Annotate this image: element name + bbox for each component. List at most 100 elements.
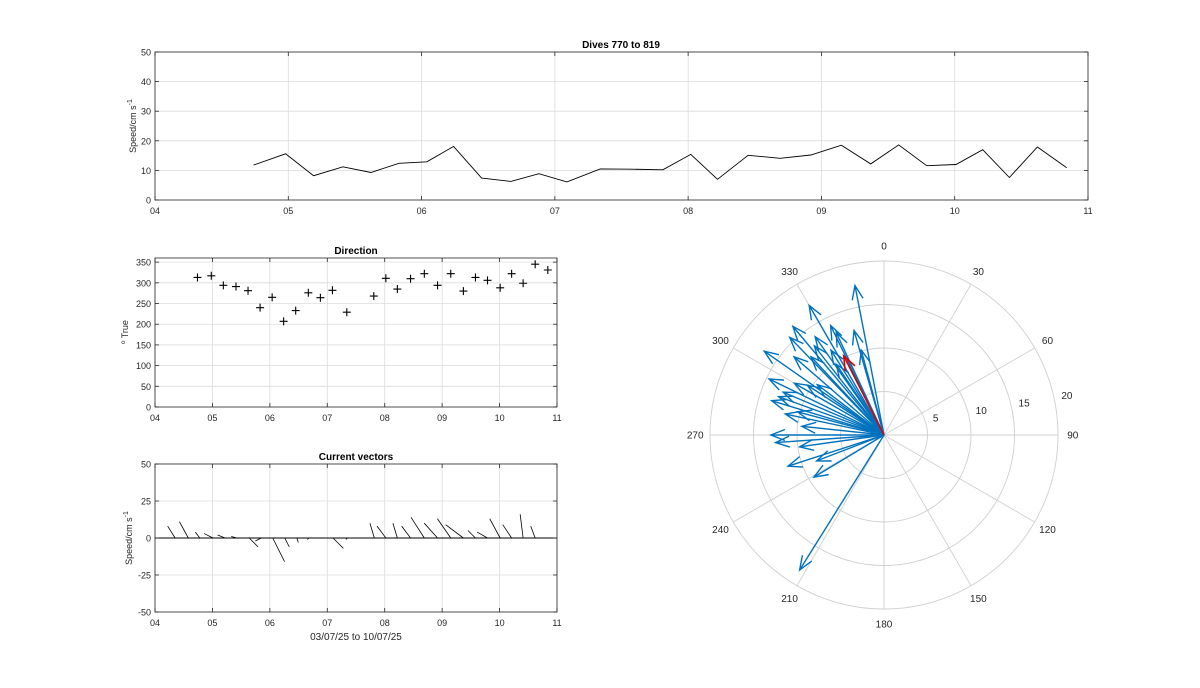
polar-vector-arrow bbox=[768, 428, 884, 442]
vectors-xtick-label: 06 bbox=[265, 618, 275, 628]
polar-vector-arrow bbox=[762, 350, 885, 436]
polar-vector-arrow bbox=[798, 434, 885, 572]
direction-marker bbox=[316, 293, 325, 302]
speed-ytick-label: 10 bbox=[141, 166, 151, 176]
speed-xtick-label: 04 bbox=[150, 206, 160, 216]
vectors-ytick-label: -25 bbox=[138, 571, 151, 581]
polar-mean-arrow-head bbox=[842, 353, 856, 371]
direction-marker bbox=[471, 273, 480, 282]
direction-xtick-label: 10 bbox=[495, 413, 505, 423]
polar-vector-arrow-head bbox=[813, 344, 828, 361]
polar-angle-label: 60 bbox=[1042, 336, 1054, 347]
polar-vector-arrow-head bbox=[799, 421, 817, 434]
direction-xtick-label: 05 bbox=[207, 413, 217, 423]
speed-xtick-label: 10 bbox=[950, 206, 960, 216]
polar-vector-arrow-shaft bbox=[816, 384, 885, 436]
direction-xtick-label: 11 bbox=[552, 413, 561, 423]
vector-stick bbox=[248, 537, 259, 548]
speed-ytick-label: 20 bbox=[141, 136, 151, 146]
speed-axes: 04 05 06 07 08 09 10 11 0 10 20 30 40 50 Dives 770 to… bbox=[127, 40, 1093, 216]
vectors-xtick-label: 05 bbox=[207, 618, 217, 628]
polar-axes: 0 30 60 90 120 150 180 210 240 270 300 330 5 10 15 20 bbox=[687, 242, 1079, 631]
polar-vector-arrow bbox=[809, 355, 885, 436]
polar-angle-label: 330 bbox=[781, 267, 798, 278]
speed-ylabel: Speed/cm s-1 bbox=[127, 99, 138, 153]
polar-vector-arrow-shaft bbox=[793, 382, 885, 436]
speed-plot-area bbox=[155, 52, 1088, 200]
direction-xtick-label: 06 bbox=[265, 413, 275, 423]
vectors-ytick-label: 0 bbox=[146, 534, 151, 544]
direction-marker bbox=[519, 279, 528, 288]
polar-angle-label: 210 bbox=[781, 594, 798, 605]
direction-ticks: 04 05 06 07 08 09 10 11 0 50 100 150 200 250 300 350 bbox=[136, 258, 562, 423]
polar-vector-arrow-head bbox=[809, 355, 825, 371]
direction-xtick-label: 09 bbox=[437, 413, 447, 423]
polar-vector-arrow-shaft bbox=[813, 434, 885, 478]
vector-stick bbox=[369, 523, 375, 539]
vectors-xtick-label: 07 bbox=[322, 618, 332, 628]
direction-gridlines bbox=[154, 258, 558, 408]
direction-marker bbox=[256, 303, 265, 312]
polar-vector-arrow-head bbox=[851, 283, 864, 301]
speed-xtick-label: 09 bbox=[816, 206, 826, 216]
vector-stick bbox=[231, 536, 238, 539]
vectors-ytick-label: 25 bbox=[141, 497, 151, 507]
polar-vector-arrow bbox=[799, 421, 885, 436]
polar-vector-arrow-head bbox=[814, 450, 832, 462]
polar-vector-arrow bbox=[858, 348, 885, 436]
speed-axes-box bbox=[154, 51, 1089, 201]
vectors-ticks: 04 05 06 07 08 09 10 11 -50 -25 0 25 50 bbox=[138, 460, 562, 629]
polar-vector-arrow-shaft bbox=[835, 363, 885, 436]
polar-angle-label: 150 bbox=[970, 594, 987, 605]
direction-ytick-label: 300 bbox=[136, 278, 151, 288]
polar-vector-arrow-head bbox=[792, 355, 809, 371]
vector-stick bbox=[410, 517, 425, 539]
vectors-ylabel-text: Speed/cm s bbox=[124, 517, 134, 565]
direction-marker bbox=[304, 288, 313, 297]
speed-ytick-label: 40 bbox=[141, 77, 151, 87]
polar-vector-arrow-head bbox=[798, 555, 813, 572]
speed-ytick-label: 0 bbox=[146, 196, 151, 206]
vector-stick bbox=[272, 537, 285, 562]
direction-marker bbox=[279, 317, 288, 326]
direction-marker bbox=[531, 260, 540, 269]
direction-ytick-label: 200 bbox=[136, 320, 151, 330]
polar-angle-label: 90 bbox=[1067, 431, 1079, 442]
direction-marker bbox=[291, 306, 300, 315]
polar-labels: 0 30 60 90 120 150 180 210 240 270 300 330 5 10 15 20 bbox=[687, 242, 1079, 631]
polar-vector-arrow bbox=[783, 410, 885, 436]
polar-vector-arrow-shaft bbox=[801, 425, 885, 436]
polar-vector-arrow-head bbox=[835, 330, 848, 348]
polar-vector-arrow-shaft bbox=[810, 356, 885, 436]
polar-mean-arrow-shaft bbox=[843, 355, 885, 436]
direction-marker bbox=[496, 283, 505, 292]
speed-xtick-label: 08 bbox=[683, 206, 693, 216]
polar-vector-arrow-head bbox=[781, 391, 799, 404]
polar-ring bbox=[709, 260, 1059, 610]
polar-vector-arrow bbox=[767, 378, 885, 436]
polar-vector-arrow-head bbox=[786, 456, 804, 468]
direction-marker bbox=[342, 308, 351, 317]
direction-ytick-label: 150 bbox=[136, 340, 151, 350]
polar-mean-arrow bbox=[842, 353, 885, 436]
polar-vector-arrow-shaft bbox=[807, 384, 885, 436]
speed-ylabel-text: Speed/cm s bbox=[128, 105, 138, 153]
direction-marker bbox=[231, 282, 240, 291]
vector-stick bbox=[445, 524, 464, 539]
polar-vector-arrow-shaft bbox=[797, 411, 885, 436]
polar-vector-arrow-shaft bbox=[816, 434, 885, 462]
polar-radius-label: 10 bbox=[976, 406, 988, 417]
polar-vector-arrow bbox=[786, 434, 885, 468]
direction-marker bbox=[543, 266, 552, 275]
polar-vector-arrow bbox=[792, 355, 885, 436]
direction-marker bbox=[244, 286, 253, 295]
polar-vector-arrow bbox=[814, 434, 885, 462]
direction-marker bbox=[207, 271, 216, 280]
vector-stick bbox=[476, 531, 488, 539]
vector-stick bbox=[376, 525, 387, 539]
vector-stick bbox=[284, 537, 290, 548]
vector-stick bbox=[392, 523, 398, 539]
direction-marker bbox=[328, 286, 337, 295]
vector-stick bbox=[437, 518, 452, 539]
vectors-ytick-label: -50 bbox=[138, 608, 151, 618]
